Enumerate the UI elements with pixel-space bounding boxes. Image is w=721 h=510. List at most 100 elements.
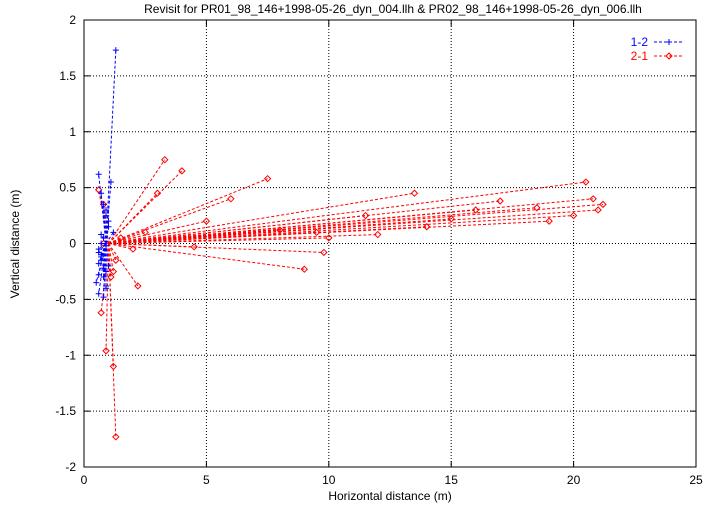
data-point-plus [110, 229, 117, 236]
data-point-plus [98, 253, 105, 260]
data-point-diamond [423, 223, 431, 231]
data-point-plus [103, 285, 110, 292]
x-tick-label: 10 [322, 473, 336, 487]
data-point-plus [100, 274, 107, 281]
data-point-plus [95, 271, 102, 278]
series-link-line [108, 237, 329, 244]
data-point-diamond [533, 204, 541, 212]
data-point-plus [100, 201, 107, 208]
series-link-line [108, 229, 280, 244]
y-tick-label: 0.5 [59, 181, 76, 195]
series-link-line [108, 243, 305, 270]
series-link-line [105, 232, 114, 244]
series-link-line [108, 220, 207, 244]
series-link-line [108, 243, 139, 287]
data-point-diamond [190, 243, 198, 251]
series-link-line [108, 203, 604, 244]
series-link-line [108, 181, 586, 244]
data-point-diamond [447, 215, 455, 223]
y-tick-label: -1.5 [55, 404, 76, 418]
series-link-line [108, 192, 415, 244]
data-point-plus [95, 249, 102, 256]
series-link-line [105, 50, 117, 244]
y-tick-label: 1 [69, 125, 76, 139]
y-axis-label: Vertical distance (m) [8, 190, 22, 299]
series-link-line [105, 226, 109, 244]
data-point-diamond [545, 217, 553, 225]
series-link-line [100, 193, 107, 244]
y-tick-label: -0.5 [55, 292, 76, 306]
series-link-line [108, 192, 158, 244]
y-tick-label: -1 [65, 348, 76, 362]
data-series [93, 47, 607, 441]
data-point-diamond [117, 234, 125, 242]
series-link-line [103, 243, 107, 269]
data-point-diamond [161, 155, 169, 164]
data-point-diamond [300, 265, 309, 273]
data-point-plus [95, 290, 102, 297]
data-point-diamond [202, 217, 211, 225]
data-point-diamond [107, 273, 115, 281]
data-point-diamond [112, 256, 120, 264]
data-point-diamond [582, 178, 590, 186]
data-point-diamond [361, 211, 370, 220]
data-point-diamond [141, 228, 149, 237]
data-point-plus [98, 240, 105, 247]
series-1-2 [93, 47, 119, 301]
x-tick-label: 20 [567, 473, 581, 487]
series-link-line [107, 243, 114, 367]
data-point-diamond [134, 282, 142, 290]
series-link-line [108, 178, 268, 244]
y-tick-label: 2 [69, 13, 76, 27]
series-link-line [108, 198, 232, 244]
data-point-diamond [97, 309, 105, 317]
data-point-diamond [496, 197, 504, 205]
series-link-line [107, 243, 112, 278]
data-point-diamond [325, 234, 333, 242]
data-point-plus [100, 294, 107, 301]
data-point-plus [93, 279, 100, 286]
data-point-diamond [129, 245, 137, 253]
series-link-line [98, 243, 107, 294]
series-link-line [103, 243, 107, 298]
x-tick-label: 15 [445, 473, 459, 487]
series-link-line [108, 207, 537, 244]
series-link-line [103, 204, 107, 244]
series-link-line [108, 159, 166, 244]
series-link-line [108, 243, 117, 261]
data-point-diamond [109, 267, 118, 276]
series-link-line [108, 231, 146, 244]
series-2-1 [94, 155, 607, 441]
x-axis-label: Horizontal distance (m) [328, 489, 451, 503]
data-point-diamond [276, 226, 284, 234]
series-link-line [100, 234, 107, 244]
data-point-diamond [569, 211, 578, 220]
series-link-line [105, 243, 109, 266]
series-link-line [108, 198, 594, 244]
data-point-diamond [102, 347, 110, 355]
data-point-plus [112, 47, 119, 54]
axis-ticks: 0 5 10 15 20 25 -2 -1.5 -1 -0.5 0 0.5 1 1.5 2 [55, 13, 703, 487]
data-point-diamond [410, 189, 419, 197]
y-tick-label: 0 [69, 237, 76, 251]
legend-label: 1-2 [631, 35, 649, 49]
series-link-line [108, 243, 195, 248]
series-link-line [108, 243, 134, 250]
series-link-line [108, 226, 427, 244]
data-point-diamond [599, 200, 607, 209]
data-point-diamond [320, 248, 328, 257]
x-tick-label: 5 [203, 473, 210, 487]
data-point-diamond [227, 195, 235, 203]
data-point-diamond [594, 206, 602, 214]
y-tick-label: -2 [65, 460, 76, 474]
legend-marker-plus [666, 39, 672, 45]
data-point-plus [105, 218, 112, 225]
legend-label: 2-1 [631, 49, 649, 63]
plot-frame [83, 19, 697, 468]
x-tick-label: 25 [689, 473, 703, 487]
data-point-diamond [589, 195, 597, 203]
y-tick-label: 1.5 [59, 69, 76, 83]
data-point-plus [95, 260, 102, 267]
